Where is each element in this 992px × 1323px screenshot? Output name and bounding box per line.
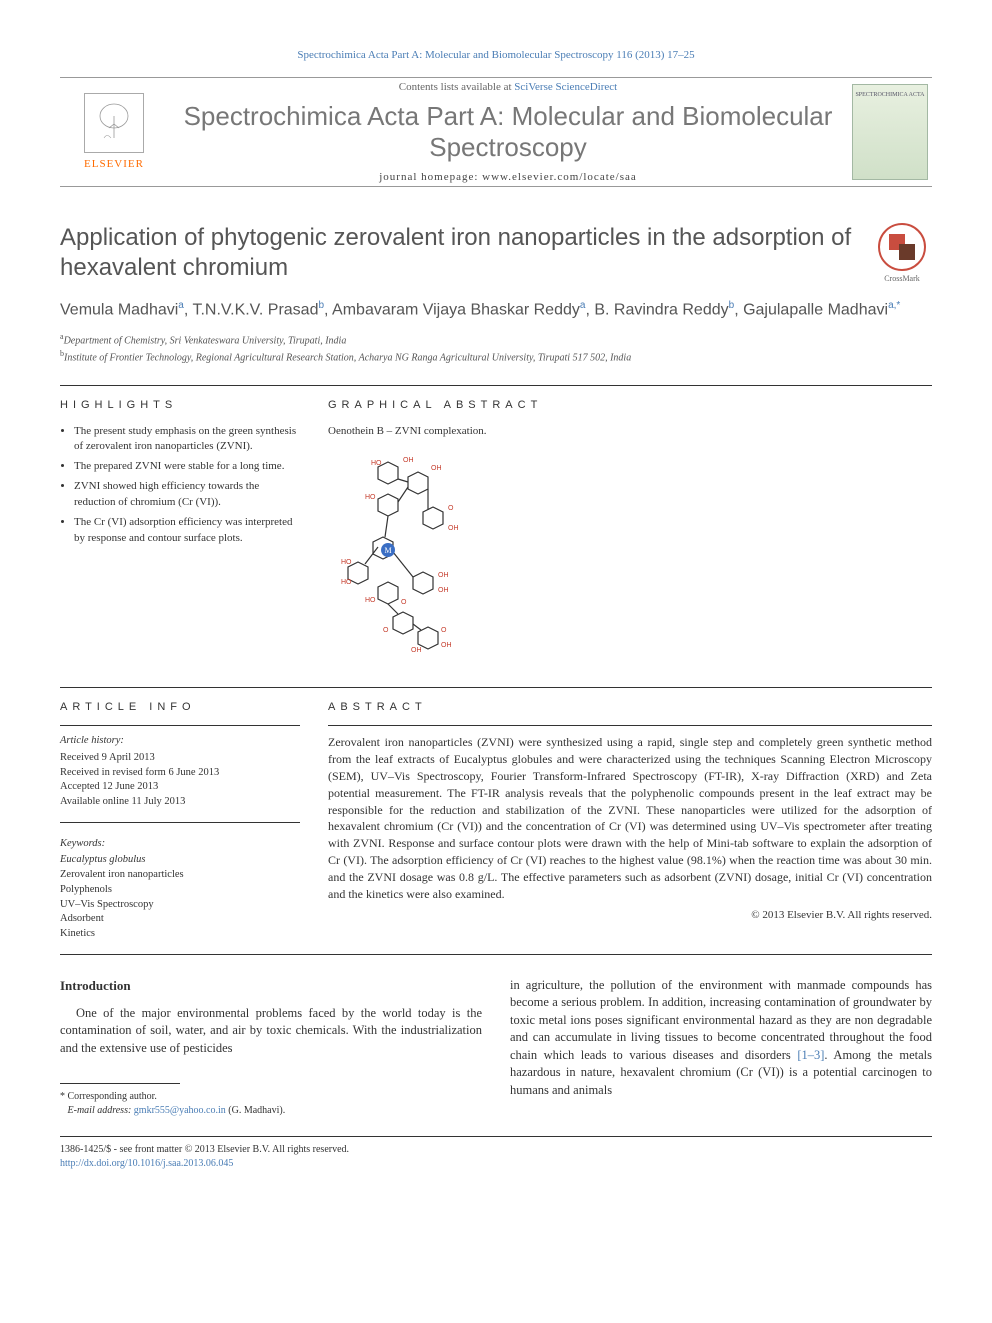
metal-center-label: M	[384, 546, 391, 555]
history-revised: Received in revised form 6 June 2013	[60, 766, 300, 781]
molecule-structure-icon: M HO OH OH HO O OH HO HO HO O OH OH	[333, 452, 503, 662]
abstract-text: Zerovalent iron nanoparticles (ZVNI) wer…	[328, 734, 932, 902]
svg-text:HO: HO	[371, 460, 382, 467]
keyword: UV–Vis Spectroscopy	[60, 898, 300, 913]
author: B. Ravindra Reddy	[594, 301, 728, 318]
keyword: Zerovalent iron nanoparticles	[60, 868, 300, 883]
highlights-list: The present study emphasis on the green …	[60, 424, 300, 548]
svg-text:HO: HO	[365, 597, 376, 604]
intro-paragraph: One of the major environmental problems …	[60, 1005, 482, 1058]
history-accepted: Accepted 12 June 2013	[60, 780, 300, 795]
crossmark-icon	[887, 232, 917, 262]
keyword: Eucalyptus globulus	[60, 853, 300, 868]
affiliations: aDepartment of Chemistry, Sri Venkateswa…	[60, 331, 932, 366]
doi-link[interactable]: http://dx.doi.org/10.1016/j.saa.2013.06.…	[60, 1158, 233, 1169]
highlight-item: The prepared ZVNI were stable for a long…	[74, 459, 300, 475]
keyword: Kinetics	[60, 927, 300, 942]
svg-text:OH: OH	[438, 572, 449, 579]
journal-title: Spectrochimica Acta Part A: Molecular an…	[174, 101, 842, 163]
introduction-heading: Introduction	[60, 977, 482, 995]
svg-text:HO: HO	[341, 559, 352, 566]
svg-text:OH: OH	[411, 647, 422, 654]
svg-text:O: O	[448, 505, 454, 512]
contents-prefix: Contents lists available at	[399, 81, 514, 93]
svg-text:OH: OH	[441, 642, 452, 649]
crossmark-badge[interactable]: CrossMark	[872, 223, 932, 284]
history-received: Received 9 April 2013	[60, 751, 300, 766]
keywords-head: Keywords:	[60, 837, 300, 852]
publisher-logo: ELSEVIER	[64, 82, 164, 182]
crossmark-label: CrossMark	[872, 273, 932, 284]
sciencedirect-link[interactable]: SciVerse ScienceDirect	[514, 81, 617, 93]
article-title: Application of phytogenic zerovalent iro…	[60, 223, 856, 283]
email-suffix: (G. Madhavi).	[226, 1105, 285, 1116]
keyword: Adsorbent	[60, 912, 300, 927]
page-footer: 1386-1425/$ - see front matter © 2013 El…	[60, 1143, 932, 1171]
graphical-abstract-caption: Oenothein B – ZVNI complexation.	[328, 424, 932, 439]
highlight-item: The Cr (VI) adsorption efficiency was in…	[74, 515, 300, 547]
svg-text:OH: OH	[438, 587, 449, 594]
svg-text:HO: HO	[341, 579, 352, 586]
svg-text:HO: HO	[365, 494, 376, 501]
svg-text:OH: OH	[431, 465, 442, 472]
history-online: Available online 11 July 2013	[60, 795, 300, 810]
abstract-copyright: © 2013 Elsevier B.V. All rights reserved…	[328, 908, 932, 923]
highlights-heading: HIGHLIGHTS	[60, 398, 300, 413]
citation: Spectrochimica Acta Part A: Molecular an…	[60, 48, 932, 63]
journal-cover-thumb: SPECTROCHIMICA ACTA	[852, 84, 928, 180]
svg-text:OH: OH	[403, 457, 414, 464]
contents-line: Contents lists available at SciVerse Sci…	[174, 80, 842, 95]
author: Vemula Madhavi	[60, 301, 178, 318]
affiliation: Department of Chemistry, Sri Venkateswar…	[64, 335, 347, 346]
author-sup: a,*	[888, 300, 900, 311]
footer-front-matter: 1386-1425/$ - see front matter © 2013 El…	[60, 1143, 932, 1157]
publisher-name: ELSEVIER	[84, 157, 144, 172]
graphical-abstract-image: M HO OH OH HO O OH HO HO HO O OH OH	[328, 447, 508, 667]
abstract-heading: ABSTRACT	[328, 700, 932, 715]
article-info: Article history: Received 9 April 2013 R…	[60, 734, 300, 941]
highlight-item: ZVNI showed high efficiency towards the …	[74, 479, 300, 511]
authors: Vemula Madhavia, T.N.V.K.V. Prasadb, Amb…	[60, 299, 932, 321]
article-info-heading: ARTICLE INFO	[60, 700, 300, 715]
keyword: Polyphenols	[60, 883, 300, 898]
author: T.N.V.K.V. Prasad	[192, 301, 318, 318]
footnote-label: Corresponding author.	[65, 1091, 157, 1102]
corresponding-footnote: * Corresponding author. E-mail address: …	[60, 1090, 482, 1118]
reference-link[interactable]: [1–3]	[797, 1048, 824, 1062]
intro-paragraph: in agriculture, the pollution of the env…	[510, 977, 932, 1100]
svg-text:O: O	[401, 599, 407, 606]
affiliation: Institute of Frontier Technology, Region…	[64, 352, 631, 363]
author: Ambavaram Vijaya Bhaskar Reddy	[332, 301, 580, 318]
svg-text:O: O	[383, 627, 389, 634]
author: Gajulapalle Madhavi	[743, 301, 888, 318]
masthead: ELSEVIER Contents lists available at Sci…	[60, 77, 932, 187]
highlight-item: The present study emphasis on the green …	[74, 424, 300, 456]
journal-homepage: journal homepage: www.elsevier.com/locat…	[174, 170, 842, 185]
graphical-abstract-heading: GRAPHICAL ABSTRACT	[328, 398, 932, 413]
history-head: Article history:	[60, 734, 300, 749]
svg-text:O: O	[441, 627, 447, 634]
email-link[interactable]: gmkr555@yahoo.co.in	[134, 1105, 226, 1116]
svg-text:OH: OH	[448, 525, 459, 532]
elsevier-tree-icon	[84, 93, 144, 153]
email-label: E-mail address:	[68, 1105, 134, 1116]
